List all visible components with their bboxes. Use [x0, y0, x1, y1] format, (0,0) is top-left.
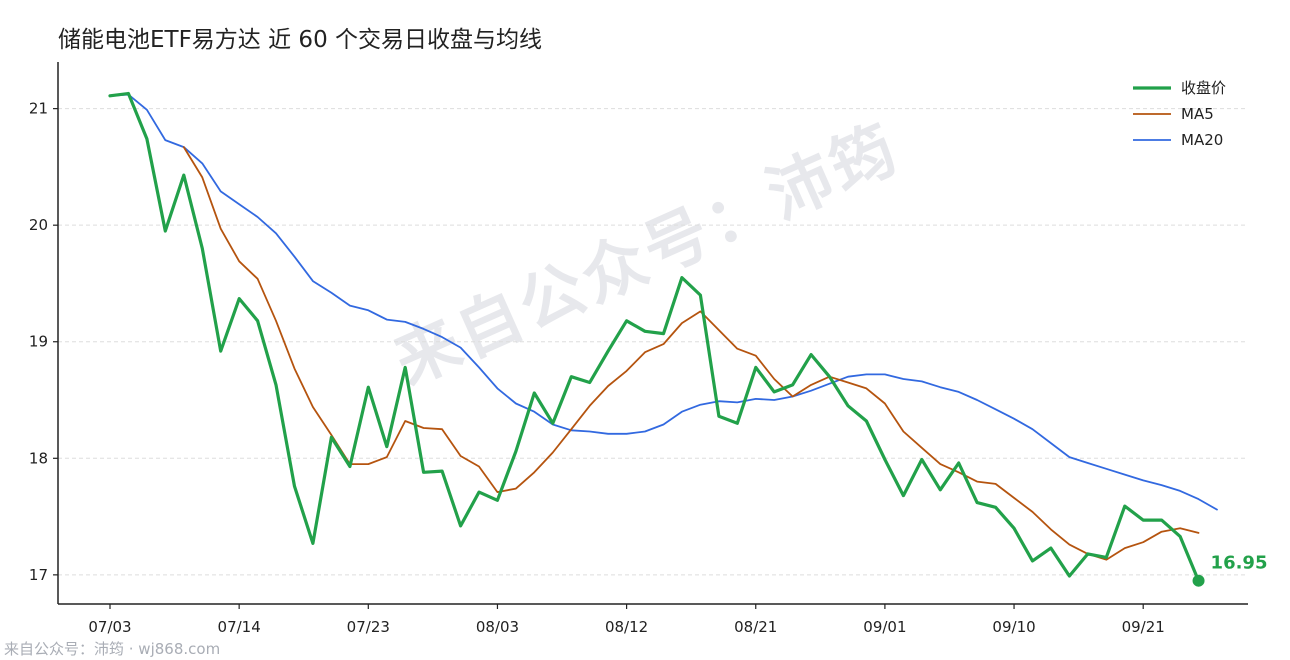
- x-tick-label: 07/23: [347, 618, 390, 636]
- y-tick-label: 19: [29, 333, 48, 351]
- y-tick-label: 17: [29, 566, 48, 584]
- y-tick-label: 20: [29, 216, 48, 234]
- x-tick-label: 08/03: [476, 618, 519, 636]
- legend: 收盘价 MA5 MA20: [1133, 79, 1226, 149]
- legend-label-close: 收盘价: [1181, 79, 1226, 97]
- axes: 17 18 19 20 21 07/03 07/14 07/23 08/03 08/12 08/21…: [29, 62, 1248, 636]
- last-point-marker: 16.95: [1192, 553, 1268, 587]
- x-tick-label: 07/14: [218, 618, 261, 636]
- last-close-label: 16.95: [1211, 553, 1268, 574]
- x-tick-label: 09/10: [992, 618, 1035, 636]
- series-line-ma20: [109, 93, 1218, 511]
- x-tick-label: 08/21: [734, 618, 777, 636]
- chart-title: 储能电池ETF易方达 近 60 个交易日收盘与均线: [58, 27, 543, 53]
- legend-label-ma5: MA5: [1181, 105, 1214, 123]
- series-line-close: [108, 91, 1201, 583]
- series-lines: [108, 91, 1218, 583]
- x-tick-label: 08/12: [605, 618, 648, 636]
- footer-credit: 来自公众号：沛筠 · wj868.com: [4, 640, 221, 658]
- y-tick-label: 21: [29, 100, 48, 118]
- y-tick-label: 18: [29, 449, 48, 467]
- legend-label-ma20: MA20: [1181, 131, 1223, 149]
- series-line-ma5: [182, 146, 1200, 561]
- last-close-point: [1192, 574, 1205, 587]
- x-tick-label: 07/03: [88, 618, 131, 636]
- grid-lines: [58, 108, 1248, 576]
- x-tick-label: 09/21: [1122, 618, 1165, 636]
- x-tick-label: 09/01: [863, 618, 906, 636]
